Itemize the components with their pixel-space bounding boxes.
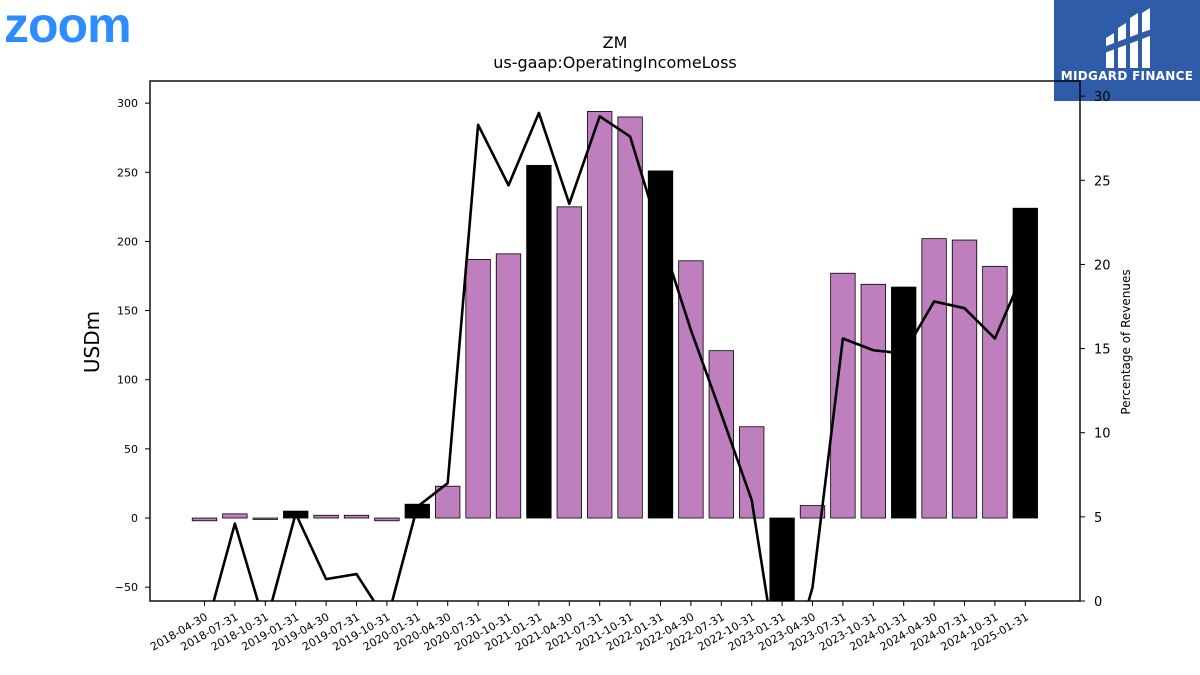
bar — [343, 514, 370, 519]
y2-tick-label: 10 — [1094, 427, 1111, 442]
bar — [860, 283, 886, 519]
bar — [708, 350, 734, 519]
midgard-logo-icon — [1102, 8, 1154, 68]
y-tick-label: 0 — [131, 512, 138, 525]
bar — [222, 513, 248, 519]
bar — [495, 253, 522, 519]
bar — [830, 272, 856, 519]
y-tick-label: 300 — [117, 97, 138, 110]
bar — [921, 238, 947, 519]
bar — [435, 485, 461, 519]
percentage-line — [212, 111, 1027, 601]
y2-tick-label: 20 — [1094, 258, 1111, 273]
bar — [313, 514, 339, 519]
y2-axis-label: Percentage of Revenues — [1119, 269, 1133, 414]
y-tick-label: 250 — [117, 166, 138, 179]
y2-tick-label: 30 — [1094, 90, 1111, 105]
y-tick-label: 150 — [117, 305, 138, 318]
bar — [617, 116, 643, 519]
badge-label: MIDGARD FINANCE — [1060, 69, 1194, 83]
y-axis-label: USDm — [80, 311, 104, 373]
chart-title: ZM — [603, 33, 628, 52]
y-tick-label: 200 — [117, 235, 138, 248]
bar — [891, 286, 917, 519]
plot-frame — [149, 80, 1081, 602]
bar — [374, 517, 400, 522]
chart-subtitle: us-gaap:OperatingIncomeLoss — [493, 53, 737, 72]
y2-tick-label: 25 — [1094, 174, 1111, 189]
bar — [951, 239, 978, 519]
y-tick-label: −50 — [115, 581, 138, 594]
bar — [556, 206, 582, 519]
bar — [587, 111, 613, 519]
y-tick-label: 100 — [117, 374, 138, 387]
bar — [465, 259, 491, 519]
y2-tick-label: 5 — [1094, 511, 1102, 526]
y2-tick-label: 15 — [1094, 343, 1111, 358]
bar — [647, 170, 674, 519]
y-tick-label: 50 — [124, 443, 138, 456]
bar — [769, 517, 795, 601]
bar — [191, 517, 218, 522]
y2-tick-label: 0 — [1094, 595, 1102, 610]
bar — [799, 505, 826, 519]
midgard-finance-badge: MIDGARD FINANCE — [1054, 0, 1200, 101]
zoom-logo: zoom — [4, 0, 132, 53]
bar — [252, 517, 278, 520]
bar — [526, 164, 552, 519]
bar — [1012, 207, 1038, 519]
bar — [982, 265, 1008, 519]
